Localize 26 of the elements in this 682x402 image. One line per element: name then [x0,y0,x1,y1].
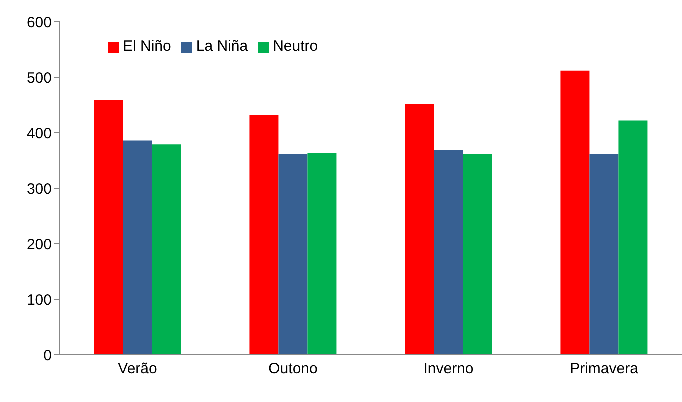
bar [278,154,308,355]
bar [560,70,590,355]
x-tick-label: Outono [268,360,318,378]
y-tick-label: 100 [26,292,52,309]
bar [463,154,492,355]
x-tick-label: Verão [118,360,158,378]
y-tick-label: 300 [26,180,52,198]
y-tick-label: 400 [26,125,52,142]
y-tick-label: 200 [26,236,52,254]
bar [123,140,152,355]
legend-label: Neutro [273,38,318,55]
bar [308,152,337,355]
bar [250,115,279,355]
x-tick-label: Primavera [570,360,640,378]
bar [434,150,464,355]
legend-label: El Niño [123,38,172,55]
bar [405,104,434,355]
bar [94,100,124,355]
bar [618,120,648,355]
x-tick-label: Inverno [424,360,474,378]
y-tick-label: 600 [26,14,52,32]
y-tick-label: 0 [44,347,52,364]
bar [590,154,619,355]
legend-label: La Niña [196,38,248,55]
y-tick-label: 500 [26,70,52,87]
bar [152,144,182,355]
